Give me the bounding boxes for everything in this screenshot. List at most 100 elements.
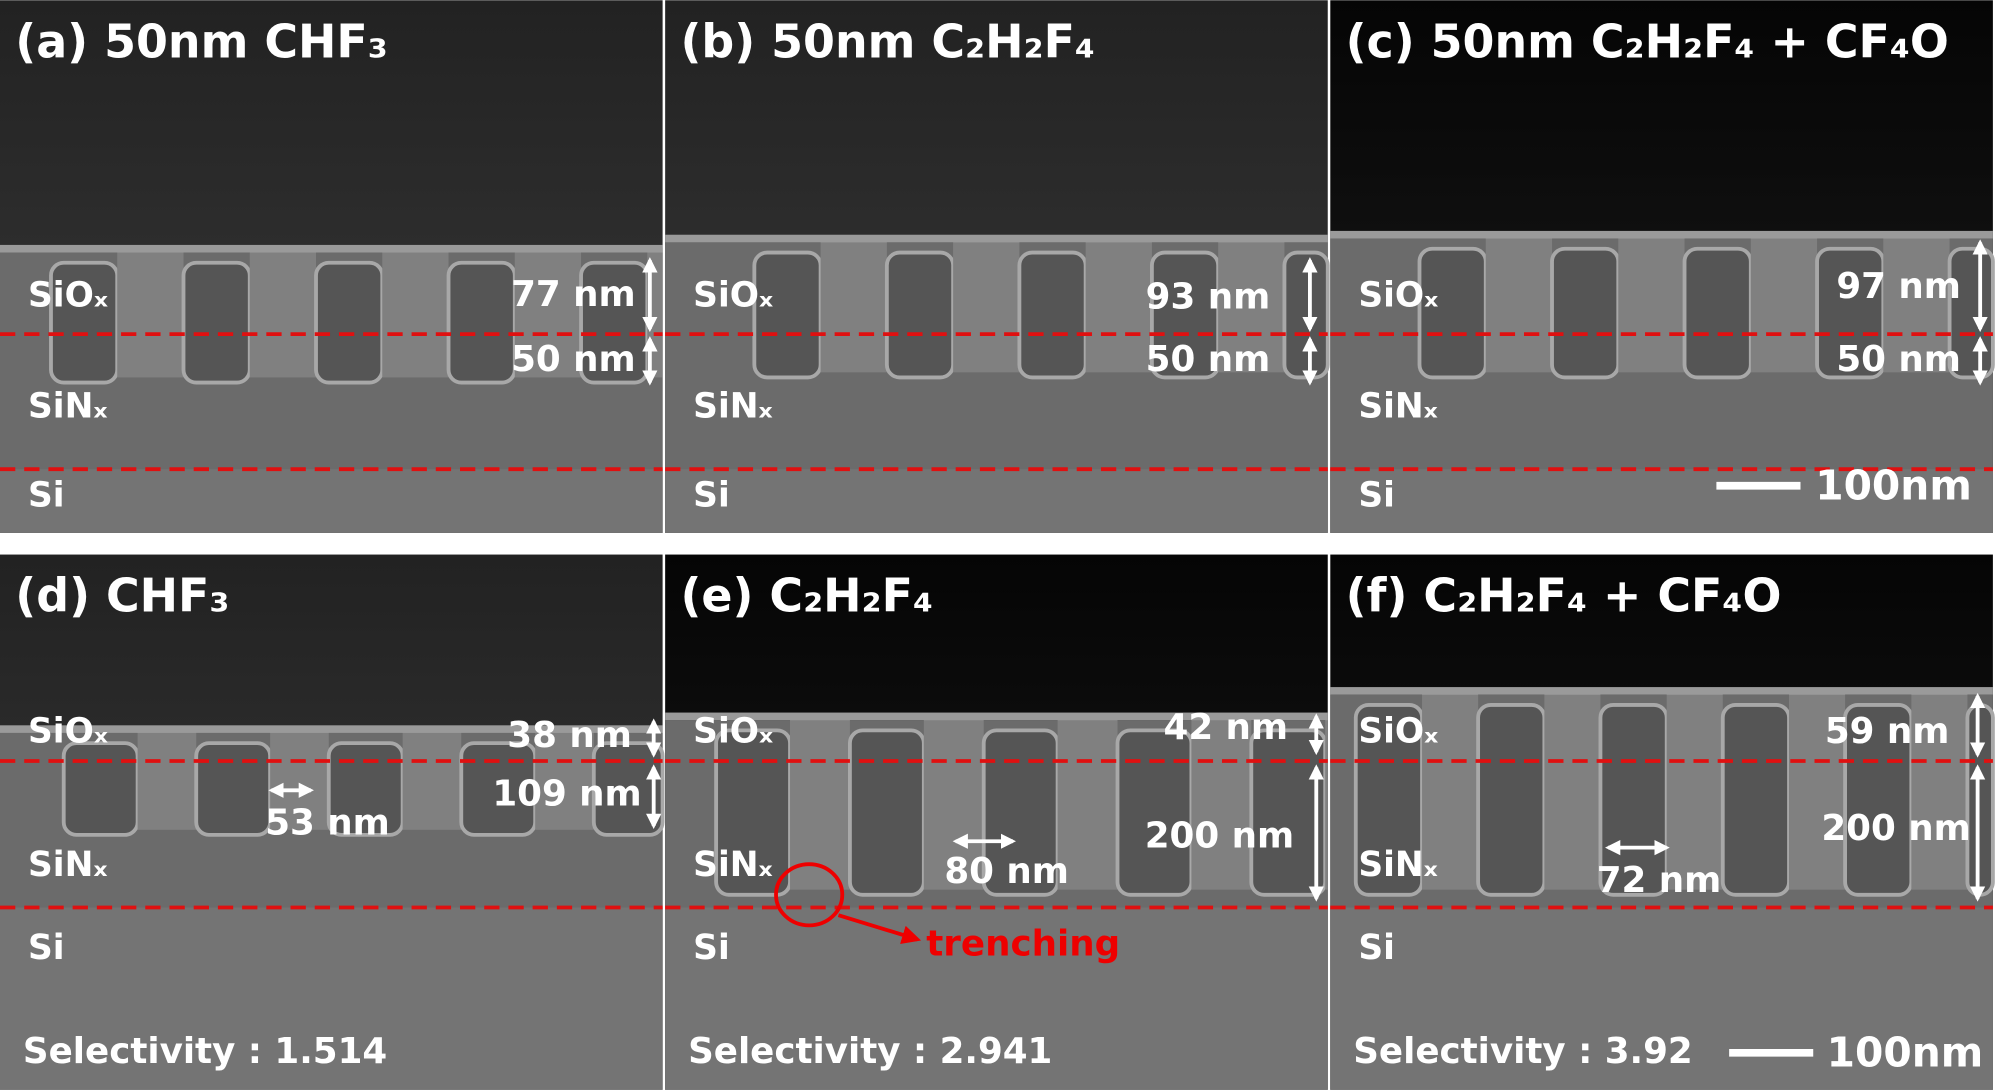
layer-label: SiNₓ (693, 387, 773, 427)
annotation-label: trenching (926, 924, 1120, 965)
thickness-label: 97 nm (1836, 266, 1961, 307)
pillar (1325, 715, 1328, 890)
pillar (249, 247, 317, 378)
pillar (535, 727, 594, 830)
pillar (923, 715, 984, 890)
surface-edge (1330, 230, 1993, 239)
selectivity-label: Selectivity : 3.92 (1353, 1031, 1692, 1072)
layer-label: Si (693, 928, 730, 968)
surface-edge (0, 725, 663, 733)
pillar (514, 247, 582, 378)
trench (1720, 703, 1791, 897)
layer-label: SiNₓ (1358, 387, 1438, 427)
si-substrate (0, 469, 663, 533)
pillar (1750, 233, 1818, 373)
layer-label: SiNₓ (1358, 845, 1438, 885)
sem-panel (0, 0, 663, 533)
trench (848, 728, 926, 897)
pillar (1422, 689, 1479, 890)
thickness-label: 200 nm (1145, 815, 1294, 856)
trench (181, 260, 252, 385)
scale-bar-label: 100nm (1815, 461, 1972, 509)
trench (314, 260, 385, 385)
pillar (820, 237, 887, 373)
pillar (1191, 715, 1252, 890)
thickness-label: 109 nm (492, 773, 641, 814)
layer-label: SiOₓ (693, 711, 773, 751)
thickness-label: 38 nm (507, 715, 632, 756)
pillar (1789, 689, 1846, 890)
pillar (382, 247, 449, 378)
trench (1550, 246, 1621, 380)
thickness-label: 50 nm (1146, 339, 1271, 380)
pillar (1911, 689, 1968, 890)
si-substrate (665, 907, 1328, 1090)
layer-label: SiNₓ (28, 845, 108, 885)
sem-panel (1330, 0, 1995, 533)
trench-marker (774, 862, 845, 928)
surface-edge (0, 244, 663, 253)
trench (591, 741, 665, 837)
layer-label: Si (1358, 928, 1395, 968)
surface-edge (665, 234, 1328, 243)
thickness-label: 200 nm (1821, 808, 1970, 849)
pillar (1057, 715, 1118, 890)
pillar (117, 247, 184, 378)
trench (1682, 246, 1753, 380)
layer-label: SiNₓ (28, 387, 108, 427)
pillar (1218, 237, 1285, 373)
pillar (1544, 689, 1601, 890)
thickness-label: 50 nm (1836, 339, 1961, 380)
layer-label: SiOₓ (693, 276, 773, 316)
trench (884, 250, 956, 380)
layer-label: Si (693, 476, 730, 516)
trench (61, 741, 140, 837)
pillar (1883, 233, 1950, 373)
layer-label: Si (1358, 476, 1395, 516)
width-label: 72 nm (1597, 860, 1722, 901)
pillar (1085, 237, 1152, 373)
sem-panel (1330, 554, 1995, 1090)
si-substrate (665, 469, 1328, 533)
layer-label: SiOₓ (28, 711, 108, 751)
width-label: 53 nm (265, 803, 390, 844)
layer-label: Si (28, 476, 65, 516)
si-substrate (0, 907, 663, 1090)
trench (1249, 728, 1328, 897)
layer-label: Si (28, 928, 65, 968)
surface-edge (1330, 687, 1993, 695)
pillar (953, 237, 1020, 373)
panel-title: (a) 50nm CHF₃ (15, 14, 388, 68)
thickness-label: 42 nm (1164, 707, 1289, 748)
si-substrate (1330, 469, 1993, 533)
thickness-label: 77 nm (511, 274, 636, 315)
layer-label: SiOₓ (1358, 711, 1438, 751)
panel-title: (f) C₂H₂F₄ + CF₄O (1346, 569, 1782, 623)
pillar (1618, 233, 1685, 373)
panel-title: (b) 50nm C₂H₂F₄ (680, 14, 1095, 68)
thickness-label: 59 nm (1825, 711, 1950, 752)
trench (1017, 250, 1088, 380)
trench (194, 741, 273, 837)
trench (1282, 250, 1330, 380)
selectivity-label: Selectivity : 1.514 (23, 1031, 387, 1072)
pillar (270, 727, 329, 830)
pillar (1666, 689, 1723, 890)
layer-label: SiOₓ (28, 276, 108, 316)
panel-title: (d) CHF₃ (15, 569, 229, 623)
sem-panel (665, 554, 1328, 1090)
pillar (1485, 233, 1553, 373)
scale-bar-label: 100nm (1827, 1028, 1984, 1076)
thickness-label: 93 nm (1146, 276, 1271, 317)
pillar (137, 727, 197, 830)
trench (1476, 703, 1547, 897)
sem-panel (665, 0, 1330, 533)
selectivity-label: Selectivity : 2.941 (688, 1031, 1052, 1072)
trench (1965, 703, 1995, 897)
annotation-arrow (837, 913, 922, 945)
pillar (790, 715, 850, 890)
trench (1115, 728, 1194, 897)
surface-edge (665, 712, 1328, 721)
sem-panel (0, 554, 665, 1090)
